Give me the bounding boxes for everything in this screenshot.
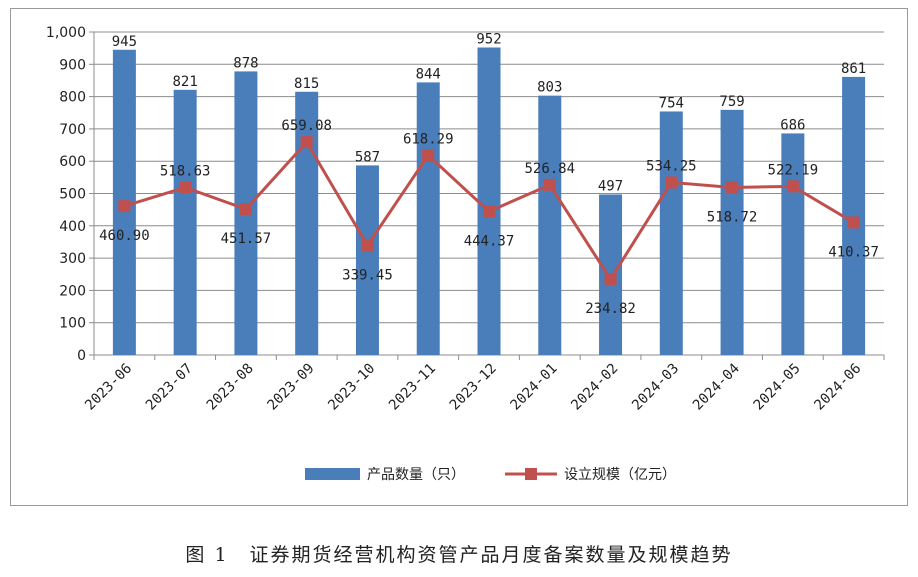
line-label: 518.72: [707, 209, 758, 225]
x-tick-label: 2024-06: [811, 361, 864, 414]
legend-marker-line: [525, 468, 537, 480]
line-marker: [786, 180, 799, 193]
bar-label: 952: [476, 32, 501, 48]
line-marker: [543, 178, 556, 191]
bar: [416, 82, 440, 355]
bar: [842, 76, 866, 355]
y-tick-label: 1,000: [46, 25, 86, 41]
line-label: 451.57: [221, 231, 272, 247]
y-tick-label: 0: [77, 348, 86, 364]
x-tick-label: 2024-05: [751, 361, 804, 414]
x-tick-label: 2024-03: [629, 361, 682, 414]
y-tick-label: 900: [59, 57, 86, 73]
line-marker: [300, 136, 313, 149]
bar: [173, 89, 197, 355]
line-label: 410.37: [828, 244, 879, 260]
line-marker: [604, 273, 617, 286]
line-label: 534.25: [646, 158, 697, 174]
x-tick-label: 2023-12: [447, 361, 500, 414]
line-marker: [483, 205, 495, 218]
line-label: 618.29: [403, 131, 454, 147]
legend-label-line: 设立规模（亿元）: [564, 467, 676, 483]
x-tick-label: 2023-09: [264, 361, 317, 414]
bar-label: 803: [537, 80, 562, 96]
line-label: 339.45: [342, 267, 393, 283]
line-marker: [239, 203, 252, 216]
line-label: 526.84: [524, 161, 575, 177]
combo-chart: 0 100 200 300 400 500 600 700 800 900 1,000 945 821 8…: [46, 25, 885, 483]
bar: [477, 47, 501, 356]
y-tick-label: 700: [59, 122, 86, 138]
bar-label: 587: [355, 149, 380, 165]
bar-label: 878: [233, 55, 258, 71]
line-marker: [847, 216, 860, 229]
x-tick-label: 2023-06: [82, 361, 135, 414]
line-marker: [118, 200, 131, 213]
y-tick-label: 100: [59, 316, 86, 332]
x-tick-label: 2023-11: [386, 361, 439, 414]
bar-label: 821: [173, 74, 198, 90]
y-tick-label: 300: [59, 251, 86, 267]
line-marker: [422, 149, 435, 162]
legend-swatch-bars: [305, 468, 360, 480]
bar: [538, 95, 562, 356]
y-tick-label: 500: [59, 187, 86, 203]
legend-label-bars: 产品数量（只）: [367, 467, 465, 483]
line-label: 659.08: [281, 118, 332, 134]
line-marker: [665, 176, 678, 189]
x-tick-label: 2023-07: [143, 361, 196, 414]
x-tick-label: 2024-01: [508, 361, 561, 414]
bar-label: 497: [598, 178, 623, 194]
bar: [355, 165, 379, 355]
y-tick-label: 800: [59, 90, 86, 106]
x-tick-label: 2024-02: [568, 361, 621, 414]
y-tick-label: 600: [59, 154, 86, 170]
bar-label: 686: [780, 117, 805, 133]
bar: [659, 111, 683, 355]
x-tick-label: 2024-04: [690, 361, 743, 414]
line-label: 234.82: [585, 301, 636, 317]
chart-frame: 0 100 200 300 400 500 600 700 800 900 1,000 945 821 8…: [10, 8, 908, 506]
x-tick-label: 2023-10: [325, 361, 378, 414]
bar-label: 754: [659, 95, 684, 111]
bar-label: 815: [294, 76, 319, 92]
bar-label: 844: [416, 66, 441, 82]
y-tick-label: 200: [59, 283, 86, 299]
line-label: 460.90: [99, 228, 150, 244]
line-label: 444.37: [464, 233, 515, 249]
y-tick-label: 400: [59, 219, 86, 235]
bar-label: 759: [719, 94, 744, 110]
figure-caption: 图 1 证券期货经营机构资管产品月度备案数量及规模趋势: [185, 544, 733, 566]
line-marker: [179, 181, 192, 194]
line-marker: [726, 181, 739, 194]
bar: [295, 91, 319, 355]
x-tick-label: 2023-08: [204, 361, 257, 414]
bar: [720, 109, 744, 355]
line-marker: [361, 239, 374, 252]
line-label: 522.19: [768, 162, 819, 178]
bar-label: 861: [841, 61, 866, 77]
line-label: 518.63: [160, 163, 211, 179]
bar-label: 945: [112, 34, 137, 50]
